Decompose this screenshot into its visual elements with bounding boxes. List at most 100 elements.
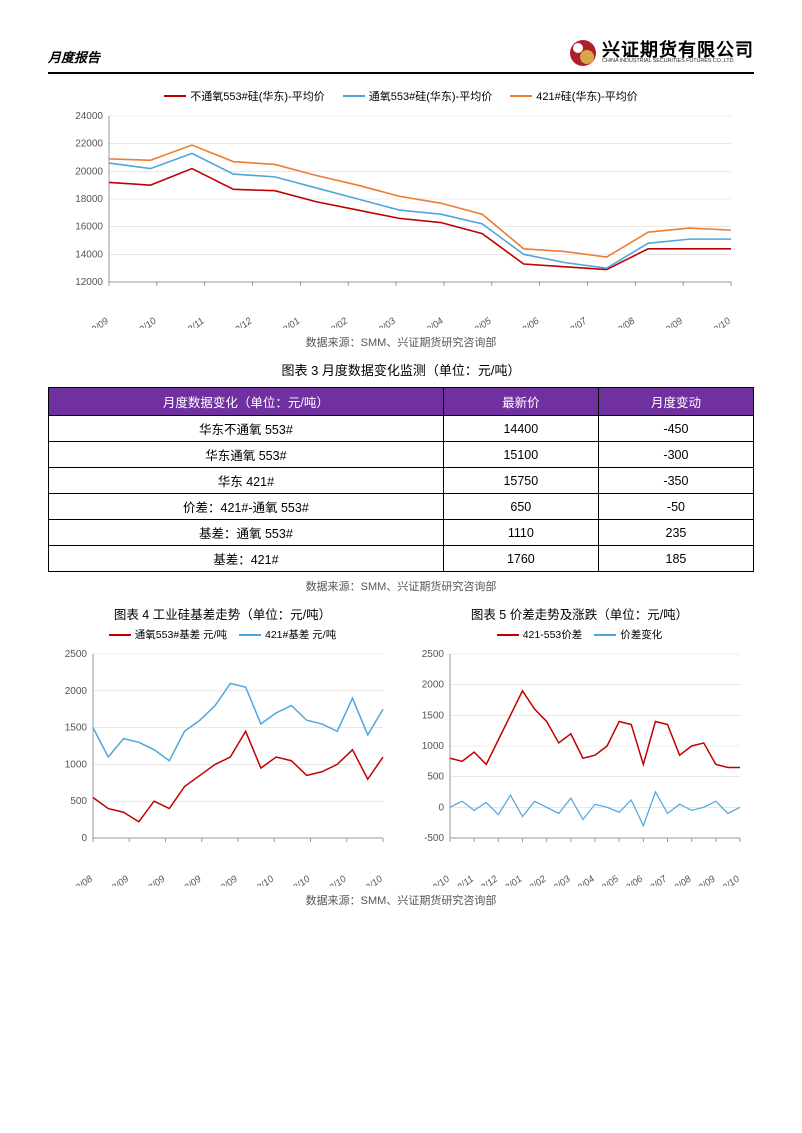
- svg-text:24000: 24000: [75, 111, 103, 122]
- svg-text:2023/09: 2023/09: [205, 873, 240, 886]
- svg-text:2022/10: 2022/10: [124, 315, 159, 328]
- legend-line-icon: [239, 634, 261, 636]
- td: 185: [598, 546, 753, 572]
- svg-text:0: 0: [438, 802, 444, 813]
- svg-text:2023/07: 2023/07: [555, 315, 590, 328]
- svg-text:2023/10: 2023/10: [277, 873, 312, 886]
- chart-4: 图表 4 工业硅基差走势（单位：元/吨） 通氧553#基差 元/吨 421#基差…: [48, 604, 397, 886]
- td: 1110: [443, 520, 598, 546]
- source-text: 数据来源：SMM、兴证期货研究咨询部: [48, 892, 754, 908]
- table-3: 月度数据变化（单位：元/吨） 最新价 月度变动 华东不通氧 553#14400-…: [48, 387, 754, 572]
- chart-1-legend: 不通氧553#硅(华东)-平均价 通氧553#硅(华东)-平均价 421#硅(华…: [48, 88, 754, 104]
- legend-line-icon: [164, 95, 186, 97]
- table-header-row: 月度数据变化（单位：元/吨） 最新价 月度变动: [49, 388, 754, 416]
- page-root: 月度报告 兴证期货有限公司 CHINA INDUSTRIAL SECURITIE…: [0, 0, 802, 948]
- svg-text:2022/12: 2022/12: [220, 315, 255, 328]
- td: 235: [598, 520, 753, 546]
- legend-item: 通氧553#硅(华东)-平均价: [343, 88, 492, 104]
- th: 最新价: [443, 388, 598, 416]
- chart-5-legend: 421-553价差 价差变化: [405, 627, 754, 642]
- td: 1760: [443, 546, 598, 572]
- svg-text:2023/08: 2023/08: [60, 873, 95, 886]
- legend-item: 421#硅(华东)-平均价: [510, 88, 637, 104]
- svg-text:16000: 16000: [75, 222, 103, 233]
- td: 15750: [443, 468, 598, 494]
- chart-4-legend: 通氧553#基差 元/吨 421#基差 元/吨: [48, 627, 397, 642]
- svg-text:2023/09: 2023/09: [132, 873, 167, 886]
- legend-line-icon: [510, 95, 532, 97]
- table-row: 基差：421#1760185: [49, 546, 754, 572]
- td: 基差：421#: [49, 546, 444, 572]
- table-3-title: 图表 3 月度数据变化监测（单位：元/吨）: [48, 360, 754, 379]
- svg-text:2023/10: 2023/10: [698, 315, 733, 328]
- svg-text:2023/10: 2023/10: [350, 873, 385, 886]
- td: 华东通氧 553#: [49, 442, 444, 468]
- svg-text:1000: 1000: [421, 741, 444, 752]
- svg-text:2023/03: 2023/03: [363, 315, 398, 328]
- legend-label: 421#硅(华东)-平均价: [536, 88, 637, 104]
- td: 华东 421#: [49, 468, 444, 494]
- legend-line-icon: [343, 95, 365, 97]
- svg-text:2023/09: 2023/09: [96, 873, 131, 886]
- svg-text:2000: 2000: [421, 680, 444, 691]
- svg-text:1500: 1500: [64, 723, 87, 734]
- source-text: 数据来源：SMM、兴证期货研究咨询部: [48, 334, 754, 350]
- svg-text:20000: 20000: [75, 166, 103, 177]
- svg-text:2000: 2000: [64, 686, 87, 697]
- svg-text:2023/09: 2023/09: [650, 315, 685, 328]
- legend-item: 不通氧553#硅(华东)-平均价: [164, 88, 324, 104]
- legend-line-icon: [109, 634, 131, 636]
- legend-item: 421#基差 元/吨: [239, 627, 336, 642]
- logo-en: CHINA INDUSTRIAL SECURITIES FUTURES CO.,…: [602, 59, 754, 65]
- svg-text:2023/09: 2023/09: [168, 873, 203, 886]
- chart-1: 不通氧553#硅(华东)-平均价 通氧553#硅(华东)-平均价 421#硅(华…: [48, 88, 754, 328]
- svg-text:2023/02: 2023/02: [315, 315, 350, 328]
- logo-icon: [570, 40, 596, 66]
- svg-text:2023/04: 2023/04: [411, 316, 446, 328]
- legend-item: 价差变化: [594, 627, 662, 642]
- svg-text:18000: 18000: [75, 194, 103, 205]
- legend-label: 不通氧553#硅(华东)-平均价: [190, 88, 324, 104]
- legend-label: 通氧553#硅(华东)-平均价: [369, 88, 492, 104]
- td: -50: [598, 494, 753, 520]
- svg-text:12000: 12000: [75, 277, 103, 288]
- svg-text:2023/08: 2023/08: [603, 315, 638, 328]
- svg-text:500: 500: [70, 796, 87, 807]
- svg-text:2023/01: 2023/01: [268, 316, 303, 328]
- td: 14400: [443, 416, 598, 442]
- table-row: 华东 421#15750-350: [49, 468, 754, 494]
- legend-label: 通氧553#基差 元/吨: [135, 627, 227, 642]
- td: 650: [443, 494, 598, 520]
- svg-text:2500: 2500: [421, 649, 444, 660]
- svg-text:2022/09: 2022/09: [76, 315, 111, 328]
- svg-text:2022/11: 2022/11: [172, 316, 206, 328]
- legend-line-icon: [497, 634, 519, 636]
- td: -350: [598, 468, 753, 494]
- svg-text:1500: 1500: [421, 710, 444, 721]
- company-logo-block: 兴证期货有限公司 CHINA INDUSTRIAL SECURITIES FUT…: [570, 40, 754, 66]
- svg-text:-500: -500: [423, 833, 443, 844]
- legend-label: 421#基差 元/吨: [265, 627, 336, 642]
- svg-text:2500: 2500: [64, 649, 87, 660]
- chart-4-svg: 050010001500200025002023/082023/092023/0…: [53, 646, 393, 886]
- th: 月度数据变化（单位：元/吨）: [49, 388, 444, 416]
- logo-text: 兴证期货有限公司 CHINA INDUSTRIAL SECURITIES FUT…: [602, 41, 754, 65]
- td: -300: [598, 442, 753, 468]
- svg-text:1000: 1000: [64, 759, 87, 770]
- svg-text:0: 0: [81, 833, 87, 844]
- source-text: 数据来源：SMM、兴证期货研究咨询部: [48, 578, 754, 594]
- td: 华东不通氧 553#: [49, 416, 444, 442]
- logo-cn: 兴证期货有限公司: [602, 41, 754, 59]
- td: 基差：通氧 553#: [49, 520, 444, 546]
- th: 月度变动: [598, 388, 753, 416]
- legend-label: 421-553价差: [523, 627, 583, 642]
- chart-1-svg: 120001400016000180002000022000240002022/…: [61, 108, 741, 328]
- table-row: 基差：通氧 553#1110235: [49, 520, 754, 546]
- svg-text:2023/05: 2023/05: [459, 315, 494, 328]
- legend-item: 通氧553#基差 元/吨: [109, 627, 227, 642]
- chart-4-title: 图表 4 工业硅基差走势（单位：元/吨）: [48, 604, 397, 623]
- table-row: 华东通氧 553#15100-300: [49, 442, 754, 468]
- chart-5: 图表 5 价差走势及涨跌（单位：元/吨） 421-553价差 价差变化 -500…: [405, 604, 754, 886]
- table-row: 价差：421#-通氧 553#650-50: [49, 494, 754, 520]
- chart-5-title: 图表 5 价差走势及涨跌（单位：元/吨）: [405, 604, 754, 623]
